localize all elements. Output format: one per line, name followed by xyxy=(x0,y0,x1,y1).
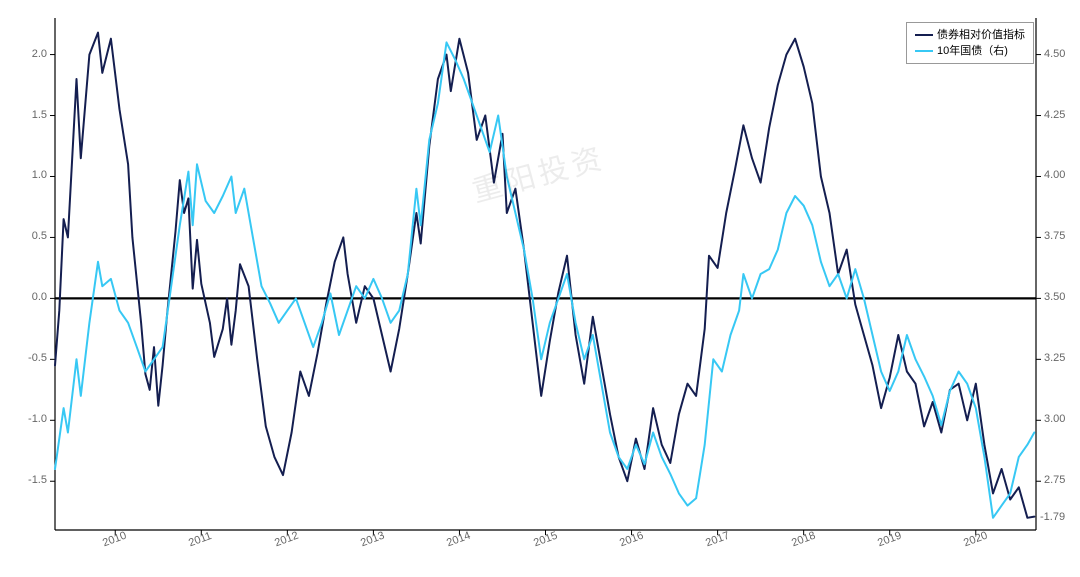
y-left-tick-label: 1.5 xyxy=(32,109,47,121)
series-end-value-label: -1.79 xyxy=(1040,511,1065,523)
legend-swatch xyxy=(915,50,933,52)
legend-label: 10年国债（右) xyxy=(937,43,1008,59)
y-left-tick-label: 1.0 xyxy=(32,169,47,181)
y-left-tick-label: -0.5 xyxy=(28,352,47,364)
legend-box: 债券相对价值指标10年国债（右) xyxy=(906,22,1034,64)
y-left-tick-label: 0.0 xyxy=(32,291,47,303)
legend-swatch xyxy=(915,34,933,36)
y-right-tick-label: 4.00 xyxy=(1044,169,1065,181)
y-right-tick-label: 3.25 xyxy=(1044,352,1065,364)
y-right-tick-label: 3.00 xyxy=(1044,413,1065,425)
dual-axis-line-chart: 债券相对价值指标10年国债（右) 重阳投资 -1.79 -1.5-1.0-0.5… xyxy=(0,0,1080,577)
legend-item: 10年国债（右) xyxy=(915,43,1025,59)
legend-item: 债券相对价值指标 xyxy=(915,27,1025,43)
y-left-tick-label: 2.0 xyxy=(32,48,47,60)
chart-svg xyxy=(0,0,1080,577)
y-left-tick-label: -1.5 xyxy=(28,474,47,486)
y-right-tick-label: 3.50 xyxy=(1044,291,1065,303)
y-left-tick-label: -1.0 xyxy=(28,413,47,425)
y-right-tick-label: 4.25 xyxy=(1044,109,1065,121)
y-right-tick-label: 2.75 xyxy=(1044,474,1065,486)
y-right-tick-label: 4.50 xyxy=(1044,48,1065,60)
legend-label: 债券相对价值指标 xyxy=(937,27,1025,43)
y-left-tick-label: 0.5 xyxy=(32,230,47,242)
y-right-tick-label: 3.75 xyxy=(1044,230,1065,242)
